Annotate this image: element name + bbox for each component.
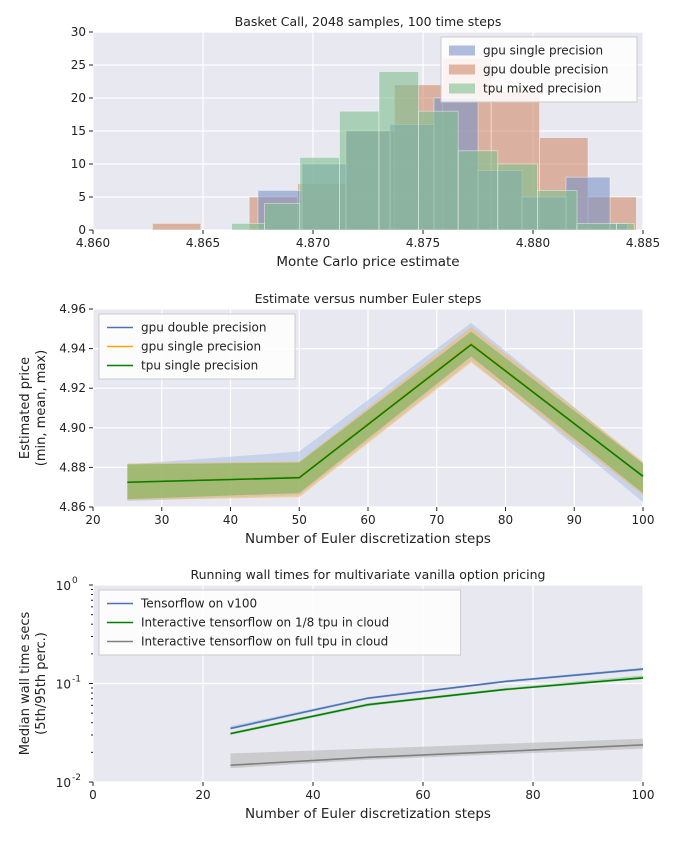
histogram-x-tick-label: 4.885 — [626, 236, 660, 250]
histogram-bar — [299, 156, 340, 231]
histogram-legend-swatch — [449, 64, 475, 75]
estimate-chart-legend-label: gpu double precision — [141, 321, 267, 335]
estimate-chart-x-tick-label: 70 — [429, 513, 444, 527]
walltime-chart-legend-label: Interactive tensorflow on full tpu in cl… — [141, 635, 388, 649]
estimate-chart-x-tick-label: 20 — [85, 513, 100, 527]
estimate-chart-y-axis-label: Estimated price — [18, 357, 33, 459]
walltime-chart-y-tick-exponent: -2 — [72, 773, 81, 783]
estimate-chart-x-tick-label: 50 — [292, 513, 307, 527]
estimate-chart-x-tick-label: 60 — [360, 513, 375, 527]
histogram-bar — [537, 189, 578, 231]
estimate-chart-y-axis-label: (min, mean, max) — [34, 350, 49, 466]
histogram-x-tick-label: 4.880 — [516, 236, 550, 250]
walltime-chart-title: Running wall times for multivariate vani… — [190, 567, 545, 582]
estimate-chart-y-tick-label: 4.96 — [59, 302, 86, 316]
histogram-bar — [576, 222, 617, 231]
walltime-chart-y-axis-label: Median wall time secs — [18, 611, 33, 755]
histogram-x-tick-label: 4.875 — [406, 236, 440, 250]
walltime-chart-band — [230, 667, 643, 730]
histogram-title: Basket Call, 2048 samples, 100 time step… — [235, 14, 502, 29]
estimate-chart-legend-label: tpu single precision — [141, 359, 258, 373]
estimate-chart-y-tick-label: 4.88 — [59, 460, 86, 474]
walltime-chart-x-axis-label: Number of Euler discretization steps — [245, 806, 491, 822]
histogram-x-tick-label: 4.865 — [186, 236, 220, 250]
estimate-chart-y-tick-label: 4.94 — [59, 342, 86, 356]
estimate-chart-x-axis-label: Number of Euler discretization steps — [245, 531, 491, 547]
histogram-bar — [497, 163, 538, 231]
estimate-chart-line — [127, 343, 644, 484]
histogram-bar — [378, 71, 419, 231]
walltime-chart-line — [230, 677, 644, 735]
walltime-chart-x-tick-label: 40 — [305, 788, 320, 802]
histogram-y-tick-label: 5 — [78, 190, 86, 204]
walltime-chart-y-tick-label: 10 — [56, 776, 71, 790]
histogram-legend-swatch — [449, 83, 475, 94]
walltime-chart-y-tick-exponent: 0 — [72, 576, 78, 586]
walltime-chart-x-tick-label: 20 — [195, 788, 210, 802]
estimate-chart-x-tick-label: 30 — [154, 513, 169, 527]
histogram-bar — [231, 222, 266, 231]
histogram-x-tick-label: 4.870 — [296, 236, 330, 250]
histogram-x-tick-label: 4.860 — [76, 236, 110, 250]
histogram-legend-label: gpu double precision — [483, 63, 609, 77]
histogram-y-tick-label: 0 — [78, 223, 86, 237]
estimate-chart-x-tick-label: 80 — [498, 513, 513, 527]
walltime-chart-legend — [98, 589, 462, 656]
estimate-chart-y-tick-label: 4.86 — [59, 500, 86, 514]
histogram-y-tick-label: 30 — [71, 25, 86, 39]
walltime-chart-y-axis-label: (5th/95th perc.) — [34, 632, 49, 735]
walltime-chart-line — [230, 668, 644, 730]
walltime-chart-legend-label: Interactive tensorflow on 1/8 tpu in clo… — [141, 616, 389, 630]
estimate-chart-x-tick-label: 40 — [223, 513, 238, 527]
estimate-chart-y-tick-label: 4.92 — [59, 381, 86, 395]
histogram-bar — [457, 150, 499, 231]
histogram-y-tick-label: 25 — [71, 58, 86, 72]
histogram-y-tick-label: 15 — [71, 124, 86, 138]
estimate-chart-x-tick-label: 100 — [632, 513, 655, 527]
walltime-chart-y-tick-label: 10 — [56, 678, 71, 692]
histogram-bar — [151, 222, 202, 231]
walltime-chart-x-tick-label: 100 — [632, 788, 655, 802]
walltime-chart-y-tick-label: 10 — [56, 579, 71, 593]
estimate-chart-y-tick-label: 4.90 — [59, 421, 86, 435]
histogram-bar — [616, 222, 635, 231]
walltime-chart-x-tick-label: 80 — [525, 788, 540, 802]
histogram-bar — [338, 110, 380, 231]
estimate-chart-legend-label: gpu single precision — [141, 340, 261, 354]
estimate-chart-title: Estimate versus number Euler steps — [255, 291, 482, 306]
histogram-bar — [264, 203, 301, 231]
walltime-chart-x-tick-label: 0 — [89, 788, 97, 802]
histogram-x-axis-label: Monte Carlo price estimate — [276, 254, 459, 270]
histogram-legend-label: tpu mixed precision — [483, 82, 601, 96]
estimate-chart-x-tick-label: 90 — [567, 513, 582, 527]
walltime-chart-band — [230, 738, 643, 769]
histogram-bar — [418, 110, 459, 231]
histogram-legend-label: gpu single precision — [483, 44, 603, 58]
walltime-chart-line — [230, 744, 644, 767]
walltime-chart-legend-label: Tensorflow on v100 — [140, 597, 257, 611]
histogram-legend-swatch — [449, 45, 475, 56]
walltime-chart-x-tick-label: 60 — [415, 788, 430, 802]
histogram-y-tick-label: 20 — [71, 91, 86, 105]
histogram-y-tick-label: 10 — [71, 157, 86, 171]
walltime-chart-y-tick-exponent: -1 — [72, 675, 81, 685]
estimate-chart-band — [127, 331, 643, 500]
